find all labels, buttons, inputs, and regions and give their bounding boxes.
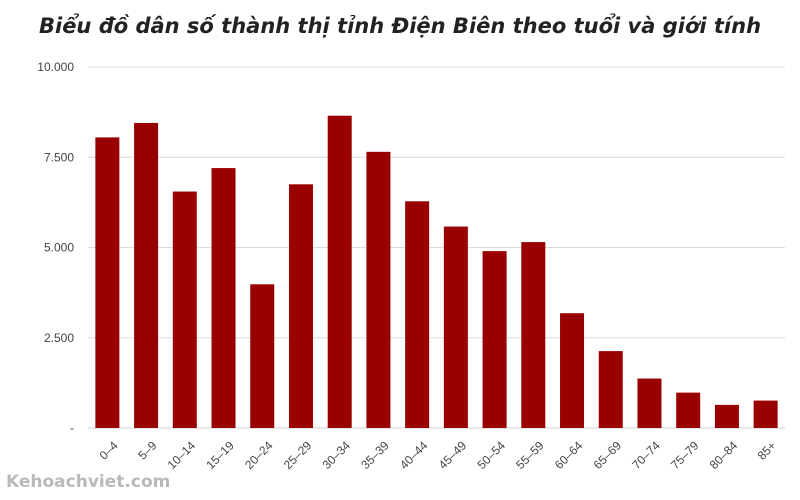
bar-30–34 xyxy=(327,115,352,429)
bar-75–79 xyxy=(676,392,701,428)
y-tick-label: - xyxy=(70,421,74,435)
watermark: Kehoachviet.com xyxy=(6,472,171,492)
bar-10–14 xyxy=(172,191,197,428)
x-tick-label: 0–4 xyxy=(97,438,121,462)
x-tick-label: 45–49 xyxy=(436,438,470,472)
x-tick-label: 15–19 xyxy=(203,438,237,472)
x-tick-label: 75–79 xyxy=(668,438,702,472)
bar-15–19 xyxy=(211,168,236,428)
y-tick-label: 7.500 xyxy=(44,150,74,164)
x-tick-label: 30–34 xyxy=(320,438,354,472)
bar-25–29 xyxy=(288,184,313,428)
x-tick-label: 80–84 xyxy=(707,438,741,472)
bar-70–74 xyxy=(637,378,662,428)
bar-20–24 xyxy=(250,284,275,428)
y-tick-label: 5.000 xyxy=(44,241,74,255)
bar-55–59 xyxy=(521,242,546,428)
bar-0–4 xyxy=(95,137,120,428)
y-tick-label: 2.500 xyxy=(44,331,74,345)
bar-65–69 xyxy=(598,351,623,428)
bar-85+ xyxy=(753,400,778,428)
bar-35–39 xyxy=(366,151,391,428)
chart-title: Biểu đồ dân số thành thị tỉnh Điện Biên … xyxy=(38,14,762,38)
bar-5–9 xyxy=(134,122,159,428)
x-axis-ticks: 0–4 5–9 10–14 15–19 20–24 25–29 30–34 35–39 40–4… xyxy=(97,438,779,472)
x-tick-label: 10–14 xyxy=(165,438,199,472)
y-axis-ticks: - 2.500 5.000 7.500 10.000 xyxy=(37,60,74,435)
bar-50–54 xyxy=(482,251,507,428)
bar-60–64 xyxy=(560,313,585,428)
x-tick-label: 85+ xyxy=(755,438,779,462)
y-tick-label: 10.000 xyxy=(37,60,74,74)
x-tick-label: 35–39 xyxy=(358,438,392,472)
x-tick-label: 5–9 xyxy=(135,438,159,462)
x-tick-label: 50–54 xyxy=(474,438,508,472)
gridlines xyxy=(88,66,785,429)
bars xyxy=(95,115,778,429)
bar-45–49 xyxy=(443,226,468,428)
x-tick-label: 65–69 xyxy=(591,438,625,472)
x-tick-label: 25–29 xyxy=(281,438,315,472)
x-tick-label: 55–59 xyxy=(513,438,547,472)
x-tick-label: 60–64 xyxy=(552,438,586,472)
bar-40–44 xyxy=(405,201,430,428)
x-tick-label: 70–74 xyxy=(629,438,663,472)
bar-80–84 xyxy=(714,404,739,428)
x-tick-label: 20–24 xyxy=(242,438,276,472)
x-tick-label: 40–44 xyxy=(397,438,431,472)
